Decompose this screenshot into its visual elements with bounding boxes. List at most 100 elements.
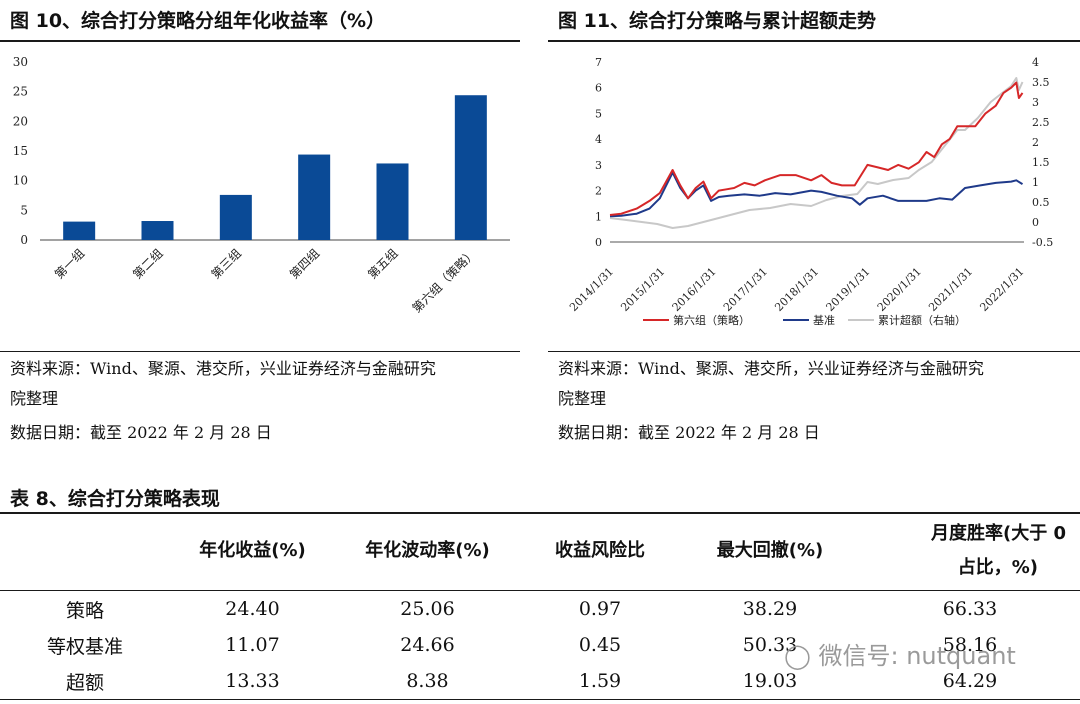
- table-header-row: 年化收益(%) 年化波动率(%) 收益风险比 最大回撤(%) 月度胜率(大于 0…: [0, 512, 1080, 591]
- left-y-tick-label: 7: [595, 56, 602, 69]
- left-y-tick-label: 2: [595, 185, 602, 198]
- legend-label: 基准: [813, 314, 835, 327]
- x-tick-label: 2014/1/31: [567, 265, 616, 314]
- table-cell: 64.29: [860, 663, 1080, 700]
- y-tick-label: 15: [13, 144, 28, 158]
- x-tick-label: 2016/1/31: [670, 265, 719, 314]
- x-tick-label: 2017/1/31: [721, 265, 770, 314]
- fig10-bottom-rule: [0, 351, 520, 352]
- left-y-tick-label: 1: [595, 210, 602, 223]
- fig10-source-line2: 院整理: [10, 389, 59, 408]
- table-cell: 24.66: [400, 634, 455, 656]
- fig11-source-line2: 院整理: [558, 389, 607, 408]
- table-row: 等权基准 11.07 24.66 0.45 50.33 58.16: [0, 627, 1080, 663]
- row-label: 策略: [65, 599, 104, 622]
- header-annual-volatility: 年化波动率(%): [335, 512, 520, 591]
- right-y-tick-label: 0: [1032, 216, 1039, 229]
- fig10-chart: 0 5 10 15 20 25 30 第一组 第二组 第三组 第四组 第五组 第六组（策略）: [0, 44, 520, 344]
- x-tick-label: 第一组: [52, 246, 87, 281]
- right-y-tick-label: 3: [1032, 96, 1039, 109]
- table-cell: 0.97: [578, 598, 622, 620]
- header-monthly-win-rate: 月度胜率(大于 0 占比，%): [860, 512, 1080, 591]
- header-corner: [0, 512, 170, 591]
- table8-title: 表 8、综合打分策略表现: [10, 488, 220, 510]
- y-tick-label: 5: [20, 203, 28, 217]
- fig10-source-line1: 资料来源：Wind、聚源、港交所，兴业证券经济与金融研究: [10, 359, 436, 378]
- table-cell: 58.16: [942, 634, 998, 656]
- header-monthly-win-rate-line1: 月度胜率(大于 0: [930, 523, 1066, 544]
- left-y-tick-label: 6: [595, 82, 602, 95]
- table-cell: 11.07: [225, 634, 280, 656]
- x-tick-label: 第三组: [209, 246, 244, 281]
- x-tick-label: 第五组: [365, 246, 400, 281]
- bar: [454, 95, 487, 240]
- y-tick-label: 20: [13, 114, 28, 128]
- header-return-risk-ratio: 收益风险比: [520, 512, 680, 591]
- left-y-tick-label: 0: [595, 236, 602, 249]
- y-tick-label: 30: [13, 55, 28, 69]
- fig10-source: 资料来源：Wind、聚源、港交所，兴业证券经济与金融研究 院整理 数据日期：截至…: [10, 354, 520, 448]
- right-y-tick-label: 2: [1032, 136, 1039, 149]
- x-tick-label: 2022/1/31: [977, 265, 1026, 314]
- wechat-icon: ◯: [784, 642, 811, 670]
- bar: [63, 221, 96, 240]
- fig10-bar-chart: 0 5 10 15 20 25 30 第一组 第二组 第三组 第四组 第五组 第六组（策略）: [13, 55, 510, 316]
- fig11-title: 图 11、综合打分策略与累计超额走势: [558, 10, 877, 32]
- x-tick-label: 2021/1/31: [926, 265, 975, 314]
- x-tick-label: 第二组: [130, 246, 165, 281]
- x-tick-label: 第四组: [287, 246, 322, 281]
- fig10-top-rule: [0, 40, 520, 42]
- wechat-watermark: ◯ 微信号: nutquant: [784, 636, 1016, 671]
- series-line: [609, 77, 1024, 229]
- left-y-tick-label: 4: [595, 133, 602, 146]
- table-row: 策略 24.40 25.06 0.97 38.29 66.33: [0, 591, 1080, 628]
- table-cell: 8.38: [335, 663, 520, 700]
- row-label: 等权基准: [46, 635, 123, 658]
- table-cell: 50.33: [742, 634, 798, 656]
- table-cell: 25.06: [400, 598, 455, 620]
- right-y-tick-label: -0.5: [1032, 236, 1053, 249]
- x-tick-label: 2015/1/31: [618, 265, 667, 314]
- legend-label: 累计超额（右轴）: [878, 313, 966, 327]
- fig10-title: 图 10、综合打分策略分组年化收益率（%）: [10, 10, 386, 32]
- bar: [298, 154, 331, 240]
- table-cell: 24.40: [225, 598, 280, 620]
- x-tick-label: 第六组（策略）: [409, 246, 479, 316]
- header-max-drawdown: 最大回撤(%): [680, 512, 860, 591]
- right-y-tick-label: 4: [1032, 56, 1039, 69]
- table-row: 超额 13.33 8.38 1.59 19.03 64.29: [0, 663, 1080, 700]
- x-tick-label: 2019/1/31: [824, 265, 873, 314]
- x-tick-label: 2020/1/31: [875, 265, 924, 314]
- y-tick-label: 0: [20, 233, 28, 247]
- right-y-tick-label: 2.5: [1032, 116, 1050, 129]
- x-tick-label: 2018/1/31: [772, 265, 821, 314]
- table-cell: 66.33: [942, 598, 998, 620]
- left-y-tick-label: 5: [595, 107, 602, 120]
- right-y-tick-label: 1.5: [1032, 156, 1050, 169]
- y-tick-label: 10: [13, 174, 28, 188]
- series-line: [609, 171, 1024, 218]
- series-line: [609, 81, 1024, 216]
- bar: [219, 194, 252, 240]
- table-cell: 19.03: [680, 663, 860, 700]
- fig11-bottom-rule: [548, 351, 1080, 352]
- left-y-tick-label: 3: [595, 159, 602, 172]
- bar: [376, 163, 409, 240]
- fig10-date: 数据日期：截至 2022 年 2 月 28 日: [10, 423, 272, 442]
- fig11-source-line1: 资料来源：Wind、聚源、港交所，兴业证券经济与金融研究: [558, 359, 984, 378]
- row-label: 超额: [0, 663, 170, 700]
- bar: [141, 221, 174, 240]
- fig11-top-rule: [548, 40, 1080, 42]
- fig11-source: 资料来源：Wind、聚源、港交所，兴业证券经济与金融研究 院整理 数据日期：截至…: [558, 354, 1078, 448]
- table-cell: 13.33: [170, 663, 335, 700]
- y-tick-label: 25: [13, 85, 28, 99]
- table-cell: 1.59: [520, 663, 680, 700]
- table-cell: 38.29: [742, 598, 798, 620]
- watermark-text: 微信号: nutquant: [818, 642, 1016, 670]
- right-y-tick-label: 3.5: [1032, 76, 1050, 89]
- legend-label: 第六组（策略）: [673, 313, 750, 327]
- header-monthly-win-rate-line2: 占比，%): [957, 557, 1038, 578]
- fig11-chart: 0 1 2 3 4 5 6 7 -0.5 0 0.5 1 1.5 2 2.5 3 3.5 4 2014/1/31 20…: [548, 44, 1080, 344]
- right-y-tick-label: 0.5: [1032, 196, 1050, 209]
